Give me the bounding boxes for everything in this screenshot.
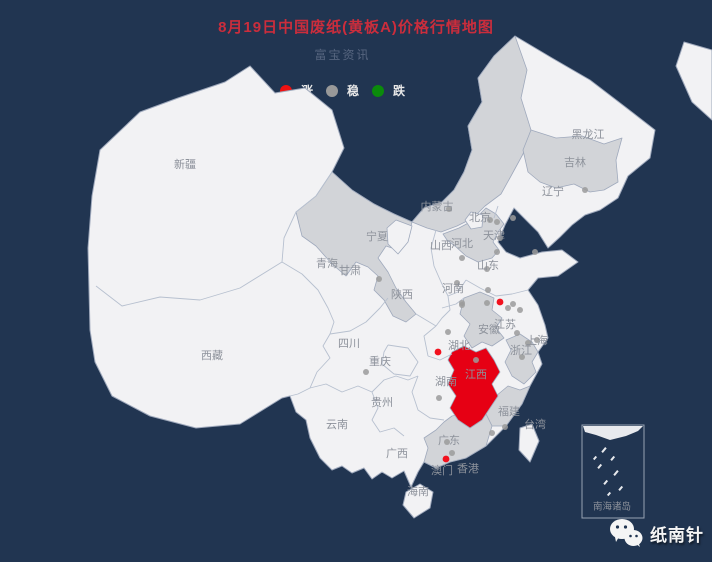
city-dot-stable	[363, 369, 369, 375]
province-label-guangxi: 广西	[386, 447, 408, 460]
city-dot-stable	[446, 206, 452, 212]
province-region-jiangxi[interactable]	[447, 345, 501, 429]
city-dot-stable	[519, 354, 525, 360]
city-dot-stable	[497, 235, 503, 241]
city-dot-stable	[459, 255, 465, 261]
province-region-jilin[interactable]	[522, 129, 623, 193]
city-dot-stable	[534, 337, 540, 343]
city-dot-stable	[510, 215, 516, 221]
legend-item-1[interactable]: 稳	[326, 82, 359, 99]
city-dot-stable	[582, 187, 588, 193]
brand-name: 纸南针	[650, 525, 704, 545]
province-label-heilongjiang: 黑龙江	[572, 128, 605, 141]
province-label-chongqing: 重庆	[369, 354, 391, 368]
province-label-jiangsu: 江苏	[494, 318, 516, 331]
city-dot-stable	[473, 357, 479, 363]
city-dot-stable	[436, 395, 442, 401]
city-dot-stable	[445, 329, 451, 335]
city-dot-stable	[532, 249, 538, 255]
city-dot-rise	[496, 298, 504, 306]
province-region-beijing[interactable]	[464, 211, 484, 230]
white-cutouts	[386, 211, 484, 255]
province-label-xinjiang: 新疆	[174, 157, 196, 171]
hainan-island[interactable]	[402, 483, 434, 519]
city-dot-stable	[517, 307, 523, 313]
province-label-guizhou: 贵州	[371, 396, 393, 409]
city-dot-stable	[514, 330, 520, 336]
province-label-yunnan: 云南	[326, 418, 348, 431]
province-label-taiwan: 台湾	[524, 417, 546, 431]
south-china-sea-inset: 南海诸岛	[581, 424, 645, 519]
northeast-corner-landmass	[675, 41, 712, 121]
city-dot-stable	[505, 305, 511, 311]
province-label-shaanxi: 陕西	[391, 287, 413, 301]
city-dot-stable	[494, 219, 500, 225]
inset-coast	[583, 426, 643, 440]
shaded-provinces	[295, 35, 623, 469]
legend-item-label: 跌	[393, 84, 406, 98]
city-dot-stable	[444, 439, 450, 445]
inset-label: 南海诸岛	[593, 501, 631, 513]
wechat-icon	[610, 519, 643, 547]
city-dot-stable	[525, 340, 531, 346]
brand-footer: 纸南针	[609, 518, 704, 548]
province-border-lines	[95, 171, 529, 437]
city-dot-stable	[487, 217, 493, 223]
city-dot-rise	[442, 455, 450, 463]
province-label-tianjin: 天津	[483, 229, 505, 242]
province-label-hunan: 湖南	[435, 375, 457, 388]
province-label-hubei: 湖北	[448, 339, 470, 352]
province-label-shanghai: 上海	[526, 333, 548, 347]
city-dots-layer	[363, 187, 588, 463]
province-label-henan: 河南	[442, 282, 464, 295]
province-label-qinghai: 青海	[316, 256, 338, 270]
province-label-hainan: 海南	[407, 484, 429, 498]
province-label-xianggang: 香港	[457, 462, 479, 475]
page-title: 8月19日中国废纸(黄板A)价格行情地图	[218, 19, 494, 36]
city-dot-stable	[485, 287, 491, 293]
province-label-jilin: 吉林	[564, 155, 586, 169]
city-dot-stable	[494, 249, 500, 255]
province-region-neimenggu[interactable]	[411, 35, 532, 233]
province-label-ningxia: 宁夏	[366, 229, 388, 243]
city-dot-rise	[434, 348, 442, 356]
province-label-shanxi: 山西	[430, 239, 452, 252]
province-label-sichuan: 四川	[338, 338, 360, 350]
inset-frame	[581, 424, 645, 519]
city-dot-stable	[510, 301, 516, 307]
province-label-zhejiang: 浙江	[510, 344, 532, 357]
legend-item-2[interactable]: 跌	[372, 82, 405, 99]
watermark: 富宝资讯	[314, 48, 371, 62]
city-dot-stable	[459, 300, 465, 306]
province-label-neimenggu: 内蒙古	[421, 199, 454, 213]
city-dot-stable	[449, 450, 455, 456]
city-dot-stable	[484, 300, 490, 306]
legend-dot	[326, 84, 339, 97]
province-label-guangdong: 广东	[438, 434, 460, 447]
province-label-jiangxi: 江西	[465, 368, 487, 381]
province-label-hebei: 河北	[451, 237, 473, 250]
city-dot-stable	[484, 266, 490, 272]
city-dot-stable	[376, 276, 382, 282]
province-region-anhui[interactable]	[459, 291, 505, 349]
province-label-anhui: 安徽	[478, 322, 500, 336]
province-label-shandong: 山东	[477, 259, 499, 272]
legend-item-label: 稳	[347, 84, 360, 98]
province-label-fujian: 福建	[498, 404, 520, 418]
city-dot-stable	[502, 424, 508, 430]
province-label-xizang: 西藏	[201, 349, 223, 362]
city-dot-stable	[489, 430, 495, 436]
province-label-beijing: 北京	[469, 210, 491, 224]
province-label-aomen: 澳门	[431, 463, 453, 477]
taiwan-island[interactable]	[518, 423, 540, 463]
province-label-gansu: 甘肃	[339, 264, 361, 277]
city-dot-stable	[454, 280, 460, 286]
province-region-ningxia[interactable]	[386, 219, 413, 255]
province-label-liaoning: 辽宁	[542, 184, 564, 198]
legend-dot	[372, 84, 385, 97]
